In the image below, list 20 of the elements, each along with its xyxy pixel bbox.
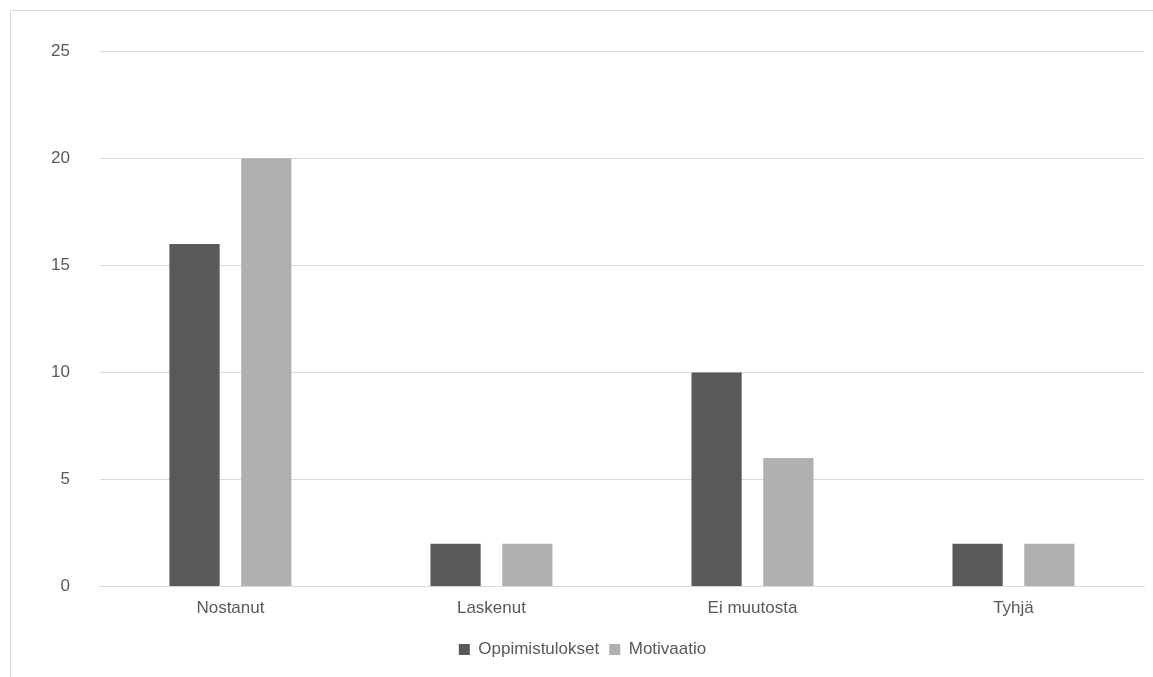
bar [952, 543, 1003, 587]
x-tick-label: Nostanut [196, 598, 265, 618]
y-tick-label: 10 [50, 362, 70, 382]
bar [169, 243, 220, 587]
bar [691, 372, 742, 587]
bar [430, 543, 481, 587]
y-tick-label: 0 [60, 576, 70, 596]
bar [763, 458, 814, 587]
bar [241, 158, 292, 587]
x-tick-label: Laskenut [456, 598, 527, 618]
y-tick-label: 5 [60, 469, 70, 489]
bar [1024, 543, 1075, 587]
x-tick-label: Tyhjä [993, 598, 1035, 618]
legend-label: Motivaatio [628, 639, 707, 659]
x-tick-label: Ei muutosta [707, 598, 798, 618]
bar [502, 543, 553, 587]
y-tick-label: 20 [50, 147, 70, 167]
y-tick-label: 15 [50, 255, 70, 275]
legend-label: Oppimistulokset [478, 639, 600, 659]
y-tick-label: 25 [50, 40, 70, 60]
